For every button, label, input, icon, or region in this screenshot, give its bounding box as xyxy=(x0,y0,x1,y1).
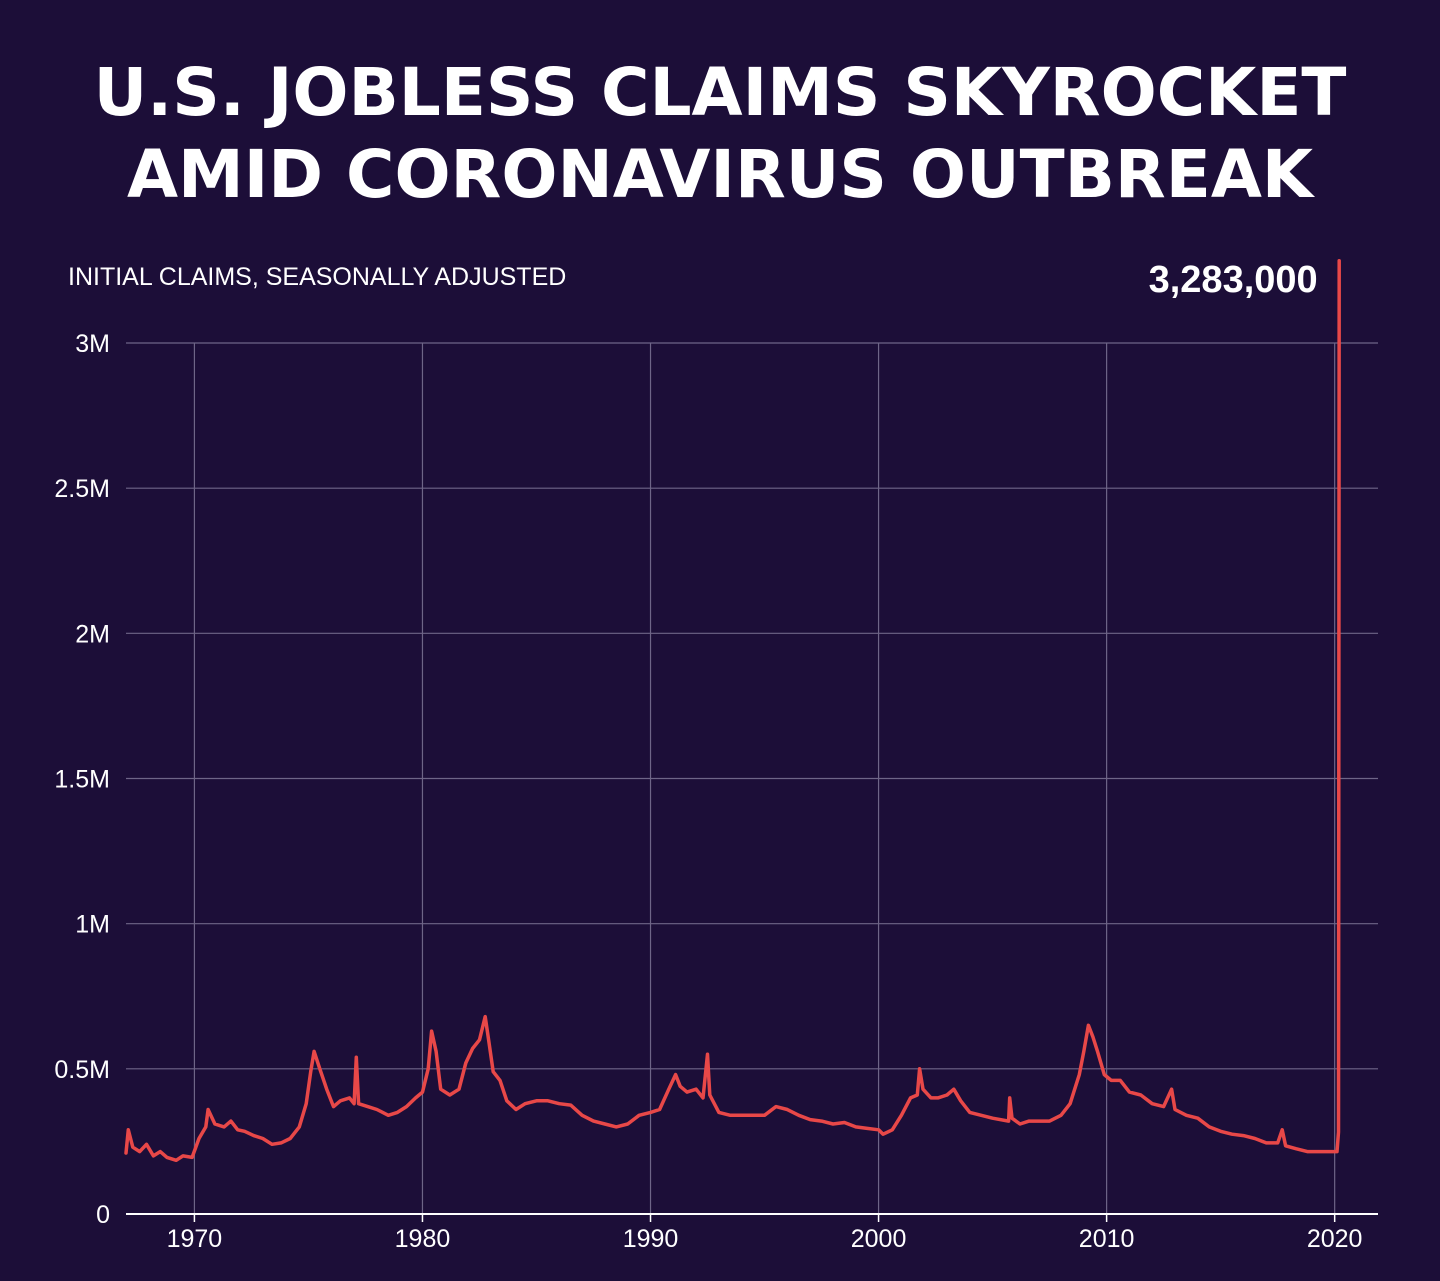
x-tick-label: 2000 xyxy=(851,1225,907,1253)
series-group xyxy=(124,259,1341,1163)
y-tick-label: 0.5M xyxy=(54,1056,110,1084)
chart-title-line-1: U.S. JOBLESS CLAIMS SKYROCKET xyxy=(93,54,1347,131)
y-tick-label: 2M xyxy=(75,620,110,648)
y-tick-label: 1M xyxy=(75,911,110,939)
x-tick-label: 1970 xyxy=(167,1225,223,1253)
y-tick-label: 3M xyxy=(75,330,110,358)
chart-title: U.S. JOBLESS CLAIMS SKYROCKET AMID CORON… xyxy=(0,52,1440,216)
peak-value-label: 3,283,000 xyxy=(1149,259,1318,301)
chart-subtitle: INITIAL CLAIMS, SEASONALLY ADJUSTED xyxy=(68,263,566,291)
y-tick-label: 0 xyxy=(96,1201,110,1229)
x-tick-label: 1980 xyxy=(395,1225,451,1253)
y-axis-ticks: 0 0.5M 1M 1.5M 2M 2.5M 3M xyxy=(54,330,110,1229)
x-tick-label: 2010 xyxy=(1079,1225,1135,1253)
series-line xyxy=(124,259,1341,1163)
grid-lines xyxy=(126,342,1378,1214)
x-tick-label: 1990 xyxy=(623,1225,679,1253)
y-tick-label: 2.5M xyxy=(54,475,110,503)
x-tick-label: 2020 xyxy=(1307,1225,1363,1253)
x-axis-ticks: 1970 1980 1990 2000 2010 2020 xyxy=(167,1214,1363,1253)
y-tick-label: 1.5M xyxy=(54,766,110,794)
chart-title-line-2: AMID CORONAVIRUS OUTBREAK xyxy=(126,136,1314,213)
